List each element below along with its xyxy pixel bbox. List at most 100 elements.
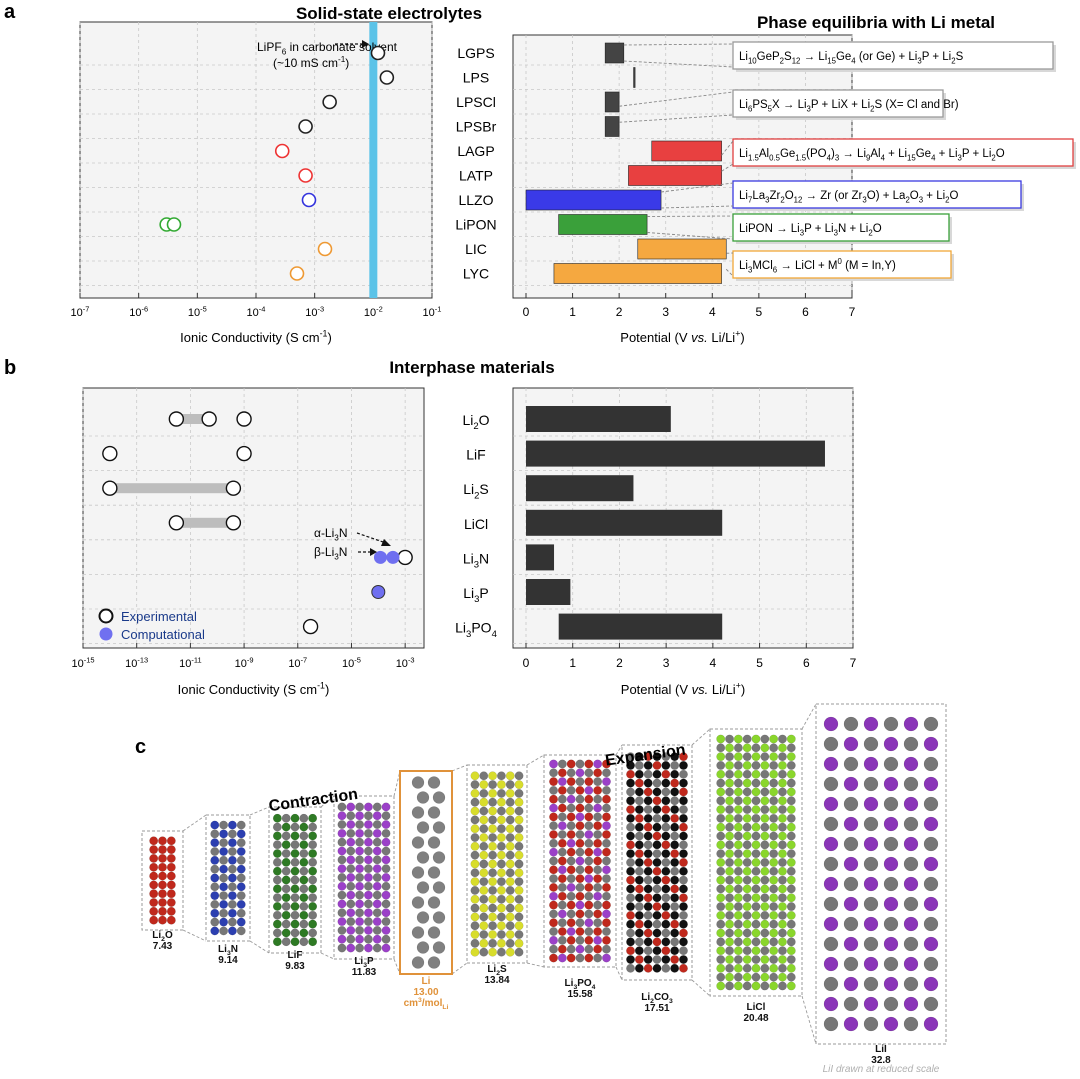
c-atom bbox=[149, 889, 159, 899]
c-atom bbox=[557, 953, 567, 963]
c-atom bbox=[470, 780, 480, 790]
c-atom bbox=[670, 778, 680, 788]
c-atom bbox=[679, 937, 688, 947]
c-atom bbox=[626, 840, 635, 850]
c-atom bbox=[716, 893, 726, 903]
c-atom bbox=[760, 787, 770, 797]
reaction-text: Li1.5Al0.5Ge1.5(PO4)3 → Li9Al4 + Li15Ge4… bbox=[739, 148, 1005, 162]
c-structure-name: Li2S bbox=[487, 964, 507, 977]
c-atom bbox=[716, 955, 726, 964]
c-atom bbox=[733, 734, 743, 744]
a-data-point bbox=[298, 168, 313, 183]
c-atom bbox=[725, 752, 734, 762]
c-atom bbox=[643, 902, 653, 912]
c-atom bbox=[903, 996, 919, 1012]
c-atom bbox=[634, 884, 644, 894]
alpha-arrow bbox=[356, 532, 387, 544]
c-atom bbox=[733, 849, 743, 859]
c-atom bbox=[923, 916, 939, 932]
c-atom bbox=[626, 831, 635, 841]
c-atom bbox=[626, 919, 635, 929]
c-atom bbox=[210, 891, 220, 901]
c-atom bbox=[346, 864, 356, 874]
c-atom bbox=[742, 858, 752, 867]
c-atom bbox=[733, 875, 743, 885]
c-atom bbox=[166, 880, 176, 890]
c-atom bbox=[923, 756, 939, 772]
b-experimental-point bbox=[225, 480, 242, 496]
c-atom bbox=[823, 836, 839, 852]
c-atom bbox=[505, 938, 515, 948]
c-atom bbox=[626, 761, 635, 770]
c-atom bbox=[505, 806, 515, 816]
c-atom bbox=[634, 875, 644, 885]
c-atom bbox=[786, 963, 796, 973]
b-experimental-point bbox=[236, 411, 252, 427]
c-atom bbox=[337, 837, 347, 847]
c-atom bbox=[219, 864, 229, 874]
c-atom bbox=[593, 838, 603, 848]
c-atom bbox=[923, 876, 939, 892]
c-atom bbox=[549, 927, 558, 937]
c-atom bbox=[923, 956, 939, 972]
b-material-label: Li3P bbox=[463, 585, 489, 605]
c-atom bbox=[679, 884, 688, 894]
c-atom bbox=[549, 891, 558, 901]
c-atom bbox=[725, 928, 734, 938]
c-atom bbox=[549, 883, 558, 892]
c-atom bbox=[751, 910, 761, 920]
c-atom bbox=[786, 928, 796, 938]
c-atom bbox=[769, 769, 779, 779]
c-atom bbox=[337, 917, 347, 927]
c-atom bbox=[557, 909, 567, 919]
c-atom bbox=[227, 908, 237, 918]
c-atom bbox=[549, 803, 558, 813]
reaction-box bbox=[732, 180, 1022, 209]
a-cond-tick-label: 10-4 bbox=[247, 304, 266, 319]
c-atom bbox=[363, 820, 373, 830]
c-atom bbox=[883, 756, 899, 772]
c-footnote: LiI drawn at reduced scale bbox=[823, 1064, 940, 1075]
c-atom bbox=[479, 859, 489, 869]
c-atom bbox=[479, 788, 489, 798]
c-atom bbox=[769, 937, 779, 947]
c-atom bbox=[308, 893, 318, 903]
b-pot-bar bbox=[526, 579, 571, 605]
c-atom bbox=[716, 778, 726, 788]
c-atom bbox=[769, 910, 779, 920]
c-atom bbox=[733, 928, 743, 938]
c-atom bbox=[716, 946, 726, 956]
c-atom bbox=[575, 865, 585, 875]
c-atom bbox=[166, 845, 176, 855]
c-atom bbox=[337, 873, 347, 882]
c-structure-value: 11.83 bbox=[352, 967, 377, 978]
c-structure-unit: cm3/molLi bbox=[404, 997, 449, 1011]
c-atom bbox=[760, 734, 770, 744]
c-structure-value: 13.00 bbox=[413, 987, 438, 998]
c-atom bbox=[372, 873, 382, 882]
c-atom bbox=[725, 955, 734, 964]
a-material-label: LIC bbox=[465, 241, 487, 257]
c-atom bbox=[236, 847, 246, 856]
c-atom bbox=[281, 910, 291, 920]
c-atom bbox=[479, 850, 489, 860]
c-atom bbox=[725, 840, 734, 850]
c-atom bbox=[308, 849, 318, 858]
c-atom bbox=[584, 918, 594, 928]
c-atom bbox=[823, 856, 839, 872]
c-atom bbox=[337, 846, 347, 856]
c-atom bbox=[505, 859, 515, 869]
c-atom bbox=[505, 877, 515, 887]
c-atom bbox=[355, 934, 365, 944]
c-atom bbox=[923, 996, 939, 1012]
c-atom bbox=[575, 812, 585, 822]
c-atom bbox=[427, 896, 441, 909]
beta-arrowhead bbox=[370, 548, 377, 556]
c-atom bbox=[661, 946, 671, 956]
c-atom bbox=[661, 893, 671, 903]
c-atom bbox=[227, 926, 237, 936]
a-material-label: LPSBr bbox=[456, 119, 497, 135]
c-atom bbox=[427, 806, 441, 819]
c-atom bbox=[661, 796, 671, 806]
c-atom bbox=[742, 981, 752, 991]
